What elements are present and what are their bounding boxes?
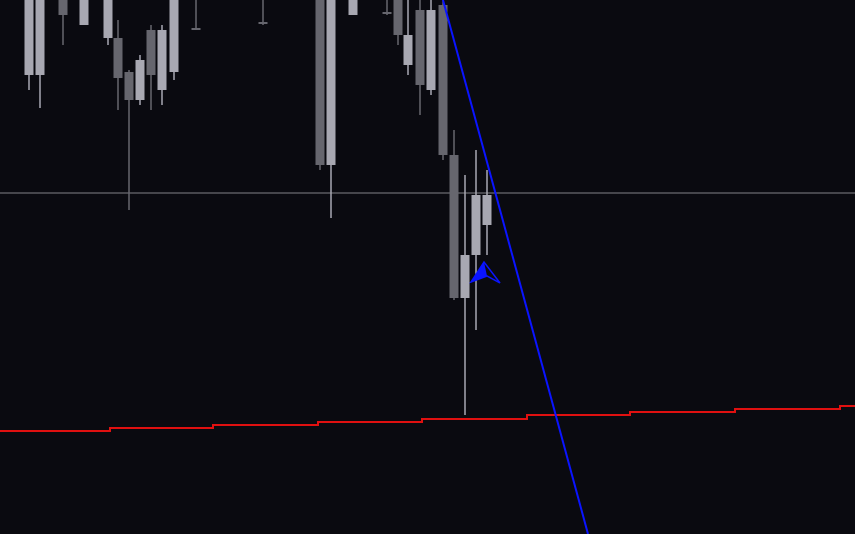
trend-line xyxy=(442,0,589,534)
candle-body xyxy=(393,0,403,35)
candle-body xyxy=(403,35,413,65)
candle-body xyxy=(438,5,448,155)
candle-body xyxy=(426,10,436,90)
candle-body xyxy=(415,10,425,85)
candle-body xyxy=(124,72,134,100)
candle-body xyxy=(169,0,179,72)
candle-body xyxy=(460,255,470,298)
candle-body xyxy=(258,22,268,24)
candle-body xyxy=(135,60,145,100)
candle-body xyxy=(58,0,68,15)
candle-body xyxy=(482,195,492,225)
candle-body xyxy=(146,30,156,75)
candle-body xyxy=(326,0,336,165)
candle-body xyxy=(471,195,481,255)
candle-body xyxy=(24,0,34,75)
arrow-cursor-fill xyxy=(471,262,487,282)
candle-body xyxy=(157,30,167,90)
candle-body xyxy=(315,0,325,165)
candle-body xyxy=(113,38,123,78)
candle-body xyxy=(348,0,358,15)
candle-body xyxy=(103,0,113,38)
candle-body xyxy=(449,155,459,298)
candle-body xyxy=(35,0,45,75)
candle-body xyxy=(191,28,201,30)
candle-body xyxy=(79,0,89,25)
step-line xyxy=(0,405,855,432)
cursor-icon xyxy=(469,260,501,284)
candle-body xyxy=(382,12,392,14)
